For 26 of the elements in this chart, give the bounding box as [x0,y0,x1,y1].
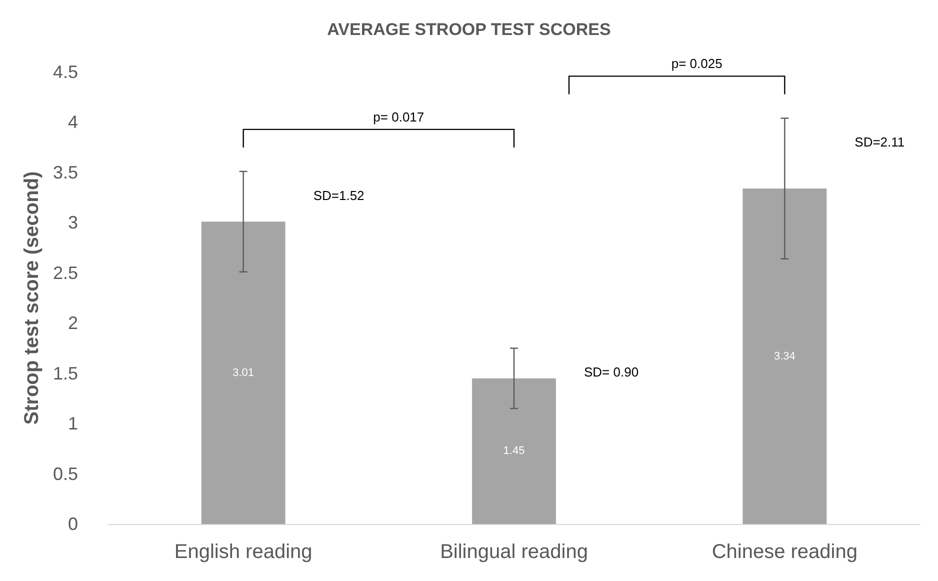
y-tick-label: 2 [68,313,78,334]
text: p= 0.025 [671,56,722,72]
bar [201,222,286,524]
bar [472,378,556,524]
x-tick-label: English reading [174,541,312,563]
y-tick-label: 1.5 [52,363,78,384]
annotation: SD=2.11 [854,134,905,150]
y-tick-label: 3.5 [52,162,78,182]
y-tick-label: 4 [68,112,78,132]
bar [742,188,827,524]
chart-title: AVERAGE STROOP TEST SCORES [327,20,611,39]
y-axis-title: Stroop test score (second) [21,171,44,425]
data-label: 3.01 [232,366,254,379]
y-tick-label: 1 [68,414,78,434]
y-tick-label: 0 [68,514,78,534]
y-tick-label: 4.5 [52,62,78,82]
x-tick-label: Chinese reading [712,541,858,563]
annotation: p= 0.017 [373,109,424,124]
x-tick-label: Bilingual reading [440,541,588,563]
y-tick-label: 2.5 [52,262,78,283]
data-label: 1.45 [503,445,525,458]
data-label: 3.34 [774,350,796,362]
annotation: SD=1.52 [313,188,364,203]
y-tick-label: 0.5 [52,464,78,484]
y-tick-label: 3 [68,212,78,233]
annotation: SD= 0.90 [584,364,639,380]
